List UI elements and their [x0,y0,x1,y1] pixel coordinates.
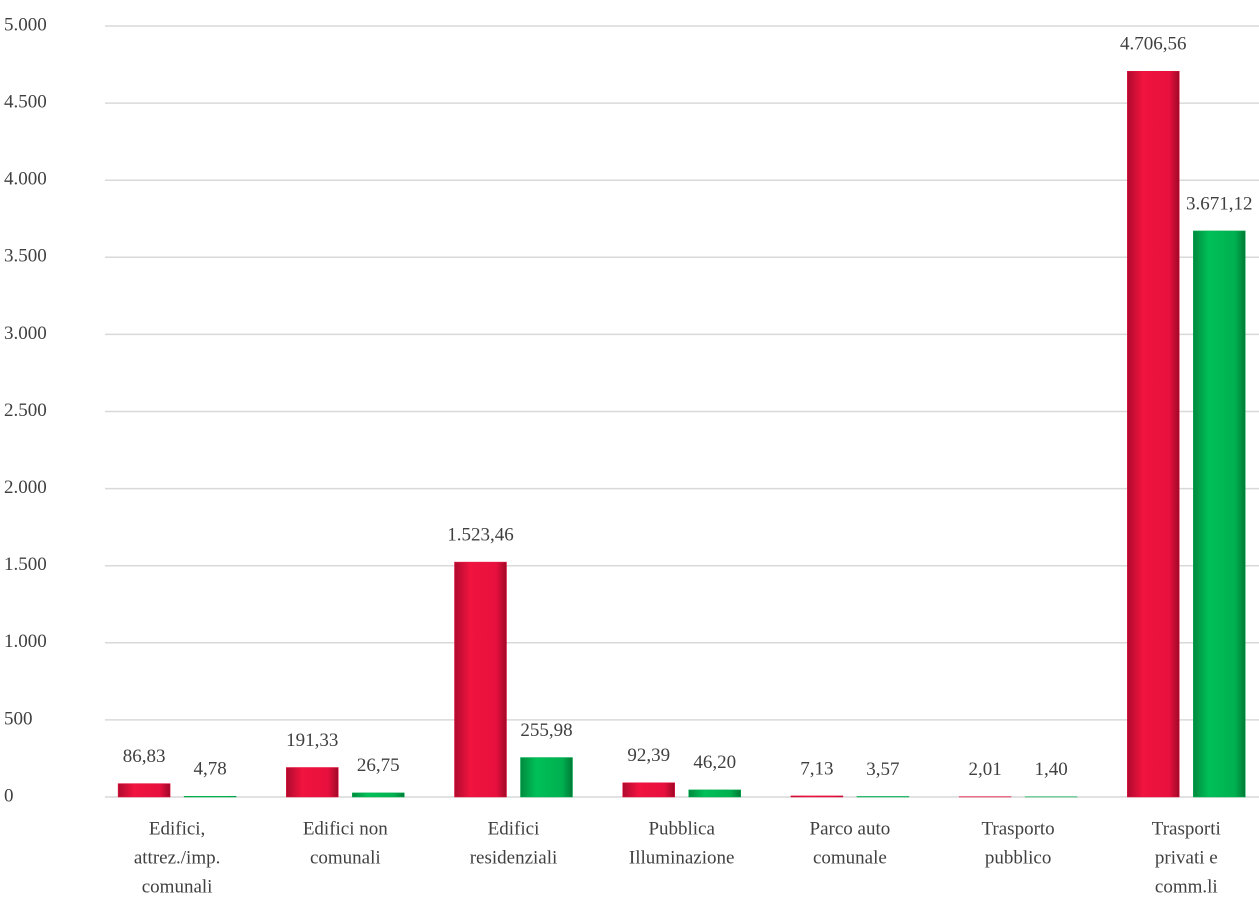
x-tick-label: comunali [310,847,381,868]
y-tick-label: 3.500 [4,246,47,267]
x-tick-label: Edifici, [149,818,205,839]
x-tick-label: pubblico [985,847,1052,868]
y-tick-label: 1.000 [4,631,47,652]
x-tick-label: comunale [813,847,887,868]
y-tick-label: 4.500 [4,91,47,112]
data-label: 1.523,46 [447,524,514,545]
data-label: 191,33 [286,730,338,751]
bar [454,561,507,798]
bar [352,792,405,798]
data-label: 92,39 [627,745,670,766]
data-label: 2,01 [968,759,1001,780]
x-tick-label: attrez./imp. [134,847,221,868]
bar [183,796,237,798]
x-tick-label: Illuminazione [629,847,735,868]
x-tick-label: Edifici non [303,818,388,839]
x-tick-label: Trasporti [1152,818,1221,839]
bar [286,767,339,798]
data-label: 4.706,56 [1120,34,1187,55]
y-tick-label: 0 [4,785,14,806]
x-tick-label: Parco auto [810,818,891,839]
y-tick-label: 5.000 [4,14,47,35]
y-tick-label: 4.000 [4,169,47,190]
data-label: 255,98 [520,720,572,741]
bar [1193,230,1246,798]
x-tick-label: residenziali [470,847,558,868]
y-tick-label: 1.500 [4,554,47,575]
bar [520,757,573,798]
data-label: 4,78 [193,759,226,780]
bar [1127,70,1180,798]
data-label: 1,40 [1034,759,1067,780]
data-label: 46,20 [693,752,736,773]
y-tick-label: 500 [4,708,33,729]
data-label: 86,83 [123,746,166,767]
bar [856,796,910,798]
x-tick-label: Trasporto [981,818,1054,839]
x-tick-label: privati e [1155,847,1218,868]
bar [790,795,844,798]
bar [117,783,171,798]
data-label: 26,75 [357,755,400,776]
bar [622,782,675,798]
y-tick-label: 2.500 [4,400,47,421]
y-tick-label: 3.000 [4,323,47,344]
x-tick-label: Pubblica [648,818,715,839]
x-tick-label: comm.li [1155,876,1218,897]
data-label: 3.671,12 [1186,193,1253,214]
data-label: 7,13 [800,758,833,779]
x-tick-label: comunali [142,876,213,897]
x-tick-label: Edifici [488,818,540,839]
bar [688,789,741,798]
y-tick-label: 2.000 [4,477,47,498]
data-label: 3,57 [866,759,899,780]
